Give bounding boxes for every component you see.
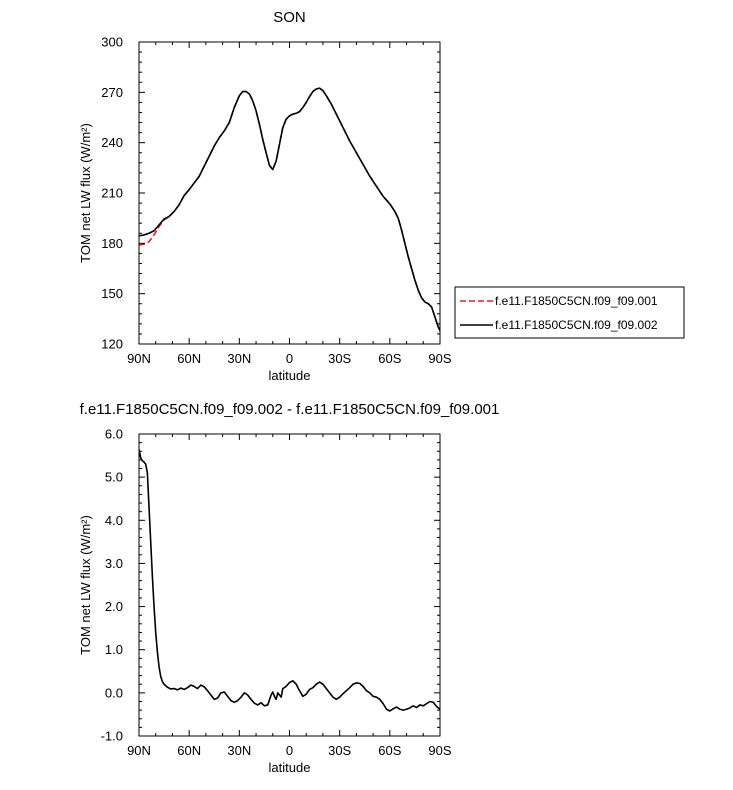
x-tick-label: 60N (177, 743, 201, 758)
y-tick-label: 120 (101, 337, 123, 352)
y-tick-label: 240 (101, 135, 123, 150)
y-axis-label: TOM net LW flux (W/m²) (78, 123, 93, 263)
plot-frame (138, 41, 441, 345)
x-tick-label: 30S (328, 351, 351, 366)
y-tick-label: 270 (101, 85, 123, 100)
chart-title: f.e11.F1850C5CN.f09_f09.002 - f.e11.F185… (80, 401, 500, 418)
series-line-2 (139, 87, 440, 331)
x-tick-label: 90N (127, 351, 151, 366)
x-tick-label: 90S (428, 743, 451, 758)
y-tick-label: -1.0 (101, 729, 123, 744)
y-tick-label: 2.0 (105, 599, 123, 614)
y-tick-label: 3.0 (105, 556, 123, 571)
x-tick-label: 30N (227, 351, 251, 366)
series-line-1 (139, 448, 440, 712)
x-tick-label: 60S (378, 743, 401, 758)
legend-entry-1: f.e11.F1850C5CN.f09_f09.001 (495, 294, 658, 308)
y-tick-label: 4.0 (105, 513, 123, 528)
y-tick-label: 5.0 (105, 470, 123, 485)
x-tick-label: 30N (227, 743, 251, 758)
y-tick-label: 150 (101, 286, 123, 301)
legend-entry-2: f.e11.F1850C5CN.f09_f09.002 (495, 318, 658, 332)
x-tick-label: 90N (127, 743, 151, 758)
x-axis-label: latitude (269, 760, 311, 775)
y-tick-label: 1.0 (105, 642, 123, 657)
chart-title: SON (273, 9, 306, 26)
y-tick-label: 6.0 (105, 427, 123, 442)
x-tick-label: 60N (177, 351, 201, 366)
series-line-1 (139, 87, 440, 331)
x-tick-label: 90S (428, 351, 451, 366)
y-tick-label: 0.0 (105, 685, 123, 700)
legend: f.e11.F1850C5CN.f09_f09.001 f.e11.F1850C5… (454, 286, 685, 339)
y-tick-label: 300 (101, 35, 123, 50)
x-tick-label: 60S (378, 351, 401, 366)
x-tick-label: 0 (286, 351, 293, 366)
chart-2: f.e11.F1850C5CN.f09_f09.002 - f.e11.F185… (78, 401, 499, 775)
plot-frame (138, 433, 441, 737)
legend-box (454, 286, 685, 339)
x-tick-label: 30S (328, 743, 351, 758)
y-axis-label: TOM net LW flux (W/m²) (78, 515, 93, 655)
x-tick-label: 0 (286, 743, 293, 758)
y-tick-label: 180 (101, 236, 123, 251)
chart-1: SON 90N 60N 30N 0 30S 60S 90S 120 150 180 210 240 270… (78, 9, 685, 383)
y-tick-label: 210 (101, 186, 123, 201)
x-axis-label: latitude (269, 368, 311, 383)
